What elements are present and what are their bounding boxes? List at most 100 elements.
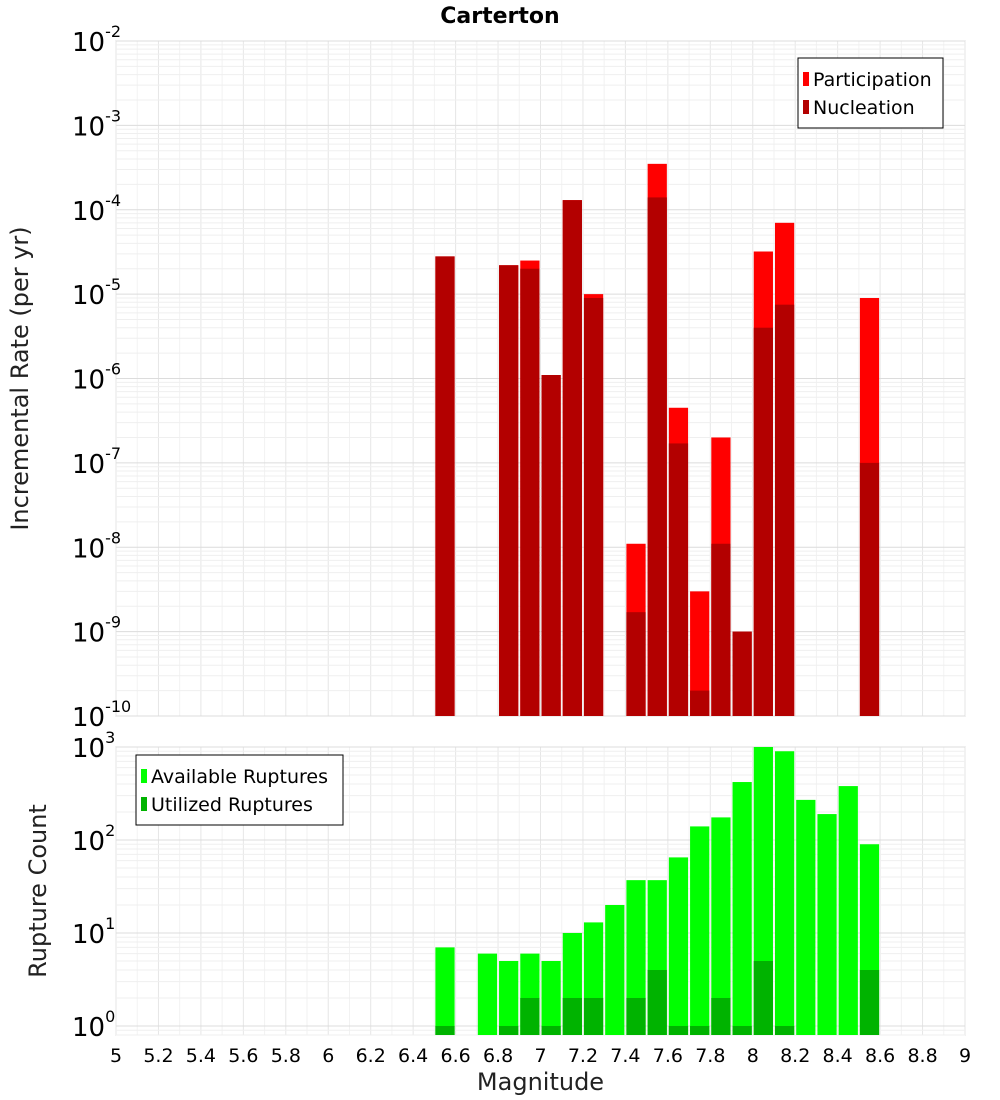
legend-swatch — [803, 72, 809, 86]
bottom-y-ticks: 103 102 101 100 — [72, 728, 115, 1043]
top-y-axis-label: Incremental Rate (per yr) — [6, 226, 34, 530]
bar-available-ruptures — [605, 904, 625, 1035]
bar-utilized-ruptures — [732, 1025, 752, 1035]
bar-available-ruptures — [796, 799, 816, 1035]
bar-available-ruptures — [541, 960, 561, 1035]
bar-nucleation — [541, 375, 561, 716]
top-grid — [115, 40, 966, 717]
y-tick-label: 10-9 — [72, 613, 121, 649]
legend-label: Nucleation — [813, 97, 915, 119]
bar-utilized-ruptures — [753, 960, 773, 1035]
bar-utilized-ruptures — [668, 1025, 689, 1035]
x-tick-label: 6.2 — [356, 1045, 386, 1067]
bar-utilized-ruptures — [520, 997, 540, 1035]
bottom-panel: 103 102 101 100 5 5.2 5.4 5.6 5.8 6 6.2 6.4 6.6 6.8 7… — [24, 728, 971, 1096]
x-tick-label: 6.6 — [440, 1045, 470, 1067]
bar-nucleation — [435, 256, 455, 716]
bar-available-ruptures — [838, 786, 858, 1035]
bar-nucleation — [753, 327, 773, 716]
x-tick-label: 6.8 — [483, 1045, 513, 1067]
bar-available-ruptures — [626, 880, 646, 1035]
top-legend: Participation Nucleation — [797, 57, 944, 129]
bar-nucleation — [668, 443, 689, 716]
bar-nucleation — [732, 631, 752, 716]
x-tick-label: 5.6 — [228, 1045, 258, 1067]
bottom-bars — [435, 747, 880, 1035]
bar-nucleation — [626, 612, 646, 716]
bar-nucleation — [774, 304, 795, 716]
legend-swatch — [141, 797, 147, 811]
bar-utilized-ruptures — [859, 969, 880, 1035]
bar-nucleation — [583, 297, 604, 716]
x-tick-label: 9 — [959, 1045, 971, 1067]
x-tick-label: 8.4 — [823, 1045, 853, 1067]
x-tick-label: 8 — [747, 1045, 759, 1067]
bar-available-ruptures — [668, 857, 689, 1035]
bar-available-ruptures — [690, 826, 710, 1035]
bar-nucleation — [859, 462, 880, 716]
bar-utilized-ruptures — [541, 1025, 561, 1035]
bar-utilized-ruptures — [499, 1025, 519, 1035]
y-tick-label: 10-5 — [72, 275, 121, 311]
y-tick-label: 10-3 — [72, 106, 121, 142]
bar-utilized-ruptures — [583, 997, 604, 1035]
bar-nucleation — [690, 690, 710, 716]
y-tick-label: 10-10 — [72, 697, 131, 733]
bar-utilized-ruptures — [711, 997, 731, 1035]
legend-label: Available Ruptures — [151, 766, 328, 788]
bar-utilized-ruptures — [647, 969, 667, 1035]
bar-available-ruptures — [711, 817, 731, 1035]
bar-available-ruptures — [435, 947, 455, 1035]
y-tick-label: 101 — [72, 914, 115, 950]
legend-box — [797, 57, 944, 129]
y-tick-label: 100 — [72, 1007, 115, 1043]
bar-available-ruptures — [732, 782, 752, 1035]
bar-utilized-ruptures — [690, 1025, 710, 1035]
top-panel: 10-2 10-3 10-4 10-5 10-6 10-7 10-8 10-9 10-10 Pa… — [6, 22, 966, 733]
bottom-y-axis-label: Rupture Count — [24, 804, 52, 978]
bar-nucleation — [711, 543, 731, 716]
y-tick-label: 102 — [72, 821, 115, 857]
top-y-ticks: 10-2 10-3 10-4 10-5 10-6 10-7 10-8 10-9 10-10 — [72, 22, 131, 733]
y-tick-label: 103 — [72, 728, 115, 764]
x-tick-label: 7.6 — [653, 1045, 683, 1067]
bar-available-ruptures — [774, 751, 795, 1035]
bar-available-ruptures — [817, 814, 837, 1035]
x-tick-label: 8.6 — [865, 1045, 895, 1067]
x-tick-label: 6 — [322, 1045, 334, 1067]
x-tick-label: 5.2 — [143, 1045, 173, 1067]
x-tick-label: 8.8 — [907, 1045, 937, 1067]
bar-available-ruptures — [477, 953, 498, 1035]
legend-swatch — [141, 769, 147, 783]
x-tick-label: 7.2 — [568, 1045, 598, 1067]
y-tick-label: 10-7 — [72, 444, 121, 480]
y-tick-label: 10-8 — [72, 528, 121, 564]
x-tick-label: 7 — [534, 1045, 546, 1067]
legend-box — [135, 754, 344, 826]
x-axis-label: Magnitude — [477, 1068, 604, 1096]
bar-utilized-ruptures — [626, 997, 646, 1035]
y-tick-label: 10-6 — [72, 360, 121, 396]
y-tick-label: 10-4 — [72, 191, 121, 227]
bar-nucleation — [499, 265, 519, 716]
legend-label: Utilized Ruptures — [151, 794, 313, 816]
x-tick-label: 7.4 — [610, 1045, 640, 1067]
legend-label: Participation — [813, 69, 932, 91]
bar-nucleation — [520, 268, 540, 716]
legend-swatch — [803, 100, 809, 114]
x-tick-label: 7.8 — [695, 1045, 725, 1067]
bar-nucleation — [562, 200, 582, 716]
x-tick-label: 5.8 — [271, 1045, 301, 1067]
bar-available-ruptures — [499, 960, 519, 1035]
x-ticks: 5 5.2 5.4 5.6 5.8 6 6.2 6.4 6.6 6.8 7 7.2 7.4 7.6 7.8 8… — [110, 1045, 971, 1067]
x-tick-label: 5 — [110, 1045, 122, 1067]
bar-participation — [690, 591, 710, 716]
x-tick-label: 6.4 — [398, 1045, 428, 1067]
bar-utilized-ruptures — [562, 997, 582, 1035]
bottom-legend: Available Ruptures Utilized Ruptures — [135, 754, 344, 826]
x-tick-label: 8.2 — [780, 1045, 810, 1067]
top-bars — [435, 163, 880, 717]
y-tick-label: 10-2 — [72, 22, 121, 58]
bar-utilized-ruptures — [435, 1025, 455, 1035]
